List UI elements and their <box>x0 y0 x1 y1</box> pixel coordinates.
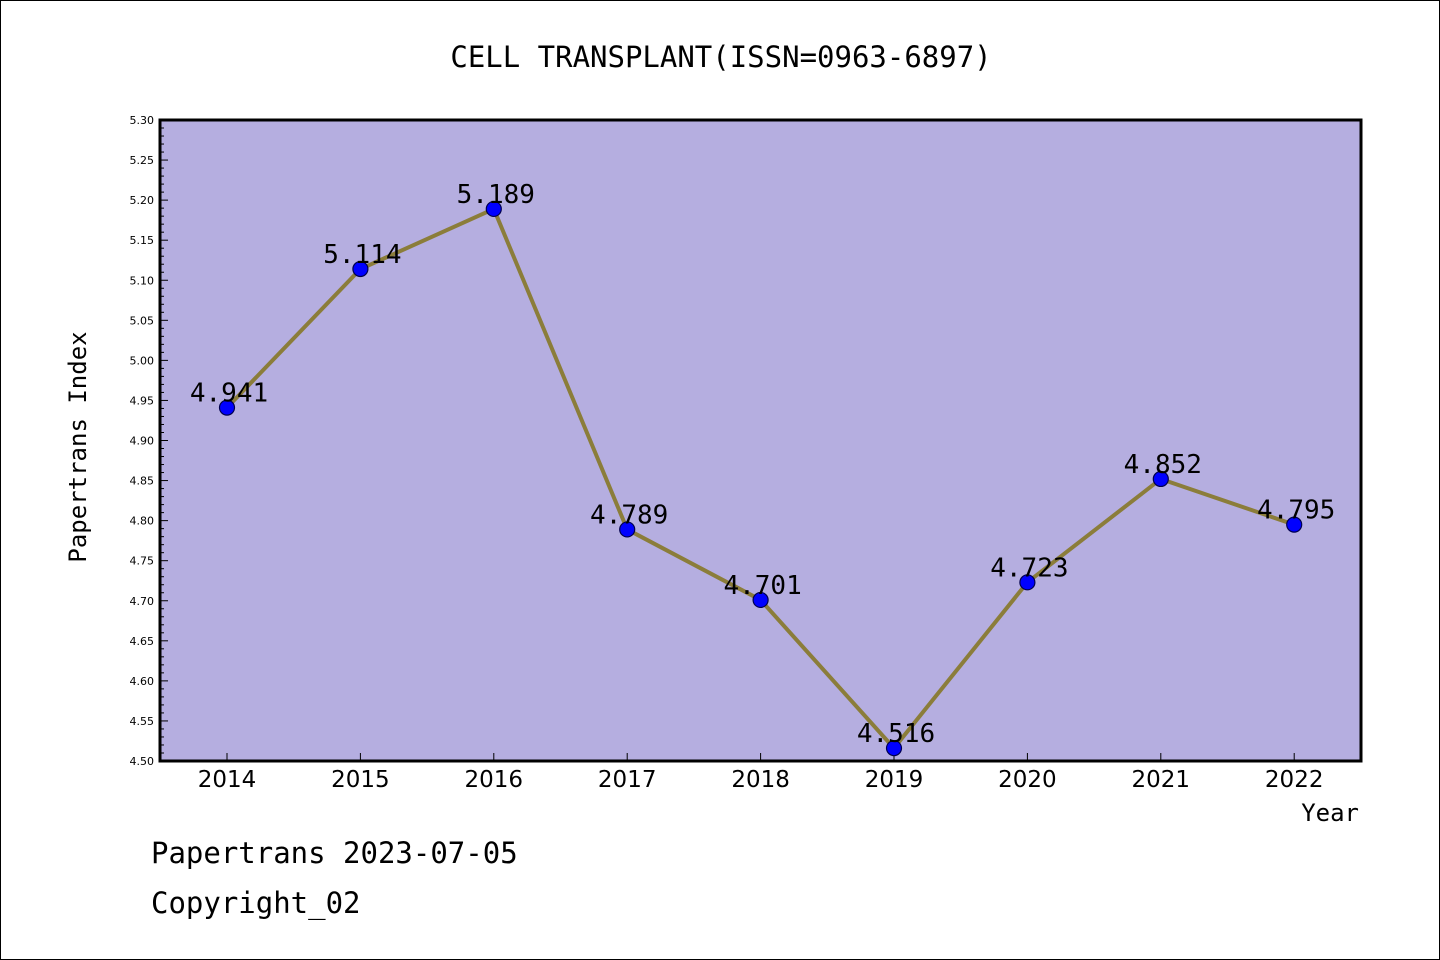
data-point <box>352 260 369 278</box>
y-tick-label: 4.60 <box>130 675 155 688</box>
x-tick-label: 2015 <box>331 767 390 793</box>
y-tick-label: 4.85 <box>130 475 155 488</box>
plot-area <box>160 120 1361 761</box>
y-tick-label: 5.10 <box>130 274 155 287</box>
x-axis-label: Year <box>1301 799 1359 827</box>
chart-title: CELL TRANSPLANT(ISSN=0963-6897) <box>450 40 991 74</box>
y-tick-label: 4.70 <box>130 595 155 608</box>
y-tick-label: 5.00 <box>130 354 155 367</box>
x-tick-label: 2022 <box>1265 767 1324 793</box>
data-point <box>752 591 769 609</box>
y-tick-label: 4.80 <box>130 515 155 528</box>
y-tick-label: 4.50 <box>130 755 155 768</box>
y-tick-label: 5.20 <box>130 194 155 207</box>
y-tick-label: 4.65 <box>130 635 155 648</box>
data-point <box>485 200 502 218</box>
y-tick-label: 5.30 <box>130 114 155 127</box>
footer-date: Papertrans 2023-07-05 <box>151 836 518 870</box>
plot-frame <box>158 118 1363 763</box>
footer-copyright: Copyright_02 <box>151 886 361 920</box>
data-label: 4.516 <box>857 719 935 749</box>
data-label: 4.701 <box>723 571 801 601</box>
data-label: 4.789 <box>590 500 668 530</box>
data-label: 4.852 <box>1124 450 1202 480</box>
y-tick-label: 5.25 <box>130 154 155 167</box>
data-point <box>885 740 903 757</box>
data-point <box>1152 470 1169 488</box>
x-tick-label: 2020 <box>998 767 1057 793</box>
data-point <box>218 399 236 416</box>
x-tick-label: 2014 <box>198 767 257 793</box>
y-tick-label: 4.55 <box>130 715 155 728</box>
x-tick-label: 2017 <box>598 767 657 793</box>
data-point <box>1286 516 1303 533</box>
data-label: 4.723 <box>990 553 1068 583</box>
x-tick-label: 2016 <box>465 767 524 793</box>
y-tick-label: 4.95 <box>130 394 155 407</box>
y-tick-label: 5.15 <box>130 234 155 247</box>
data-label: 4.941 <box>190 379 268 409</box>
y-tick-label: 4.75 <box>130 555 155 568</box>
x-tick-label: 2018 <box>731 767 790 793</box>
y-tick-label: 5.05 <box>130 314 155 327</box>
x-tick-label: 2021 <box>1132 767 1191 793</box>
data-point <box>1019 574 1036 591</box>
data-label: 4.795 <box>1257 496 1335 526</box>
data-label: 5.189 <box>457 180 535 210</box>
x-tick-label: 2019 <box>865 767 924 793</box>
y-axis-label: Papertrans Index <box>64 331 92 562</box>
data-point <box>619 521 636 538</box>
data-label: 5.114 <box>323 240 401 270</box>
y-tick-label: 4.90 <box>130 435 155 448</box>
